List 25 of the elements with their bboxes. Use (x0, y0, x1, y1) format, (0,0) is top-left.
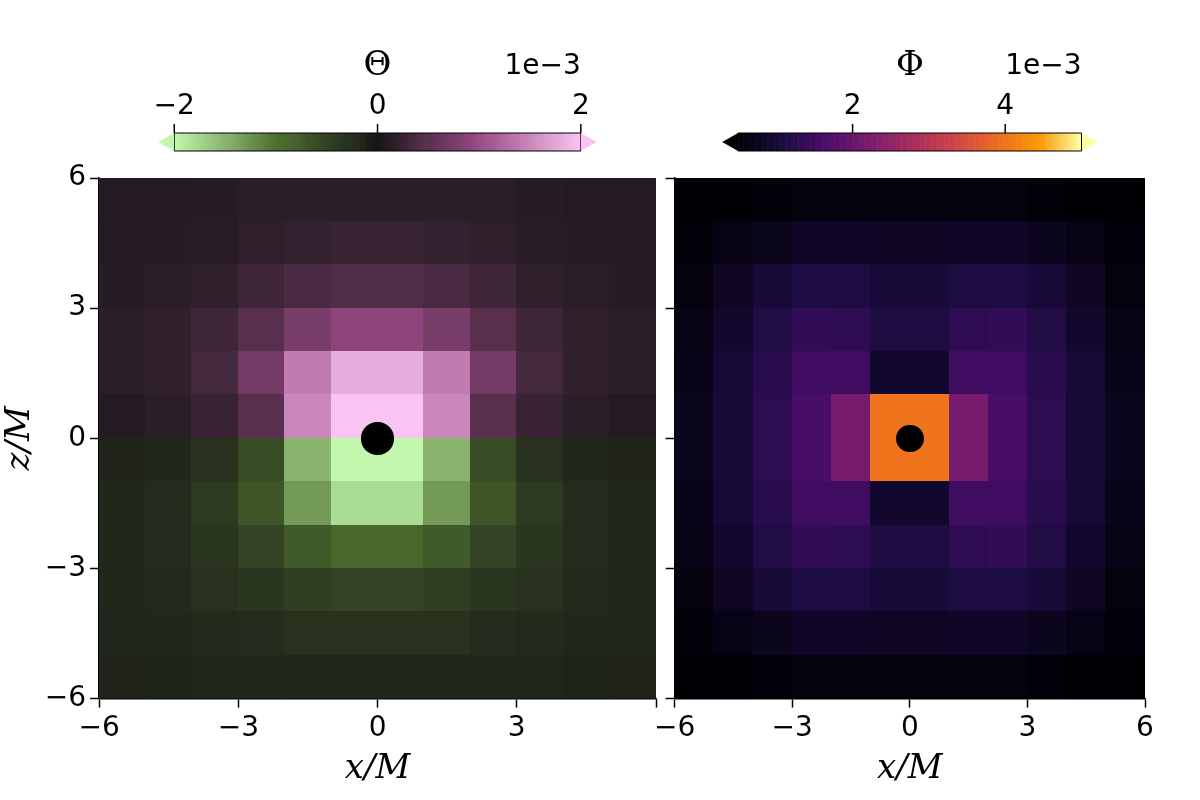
color-bar-label: 2 (571, 88, 590, 122)
y-tick-label: −3 (44, 549, 87, 583)
y-tick-label: 3 (68, 289, 87, 323)
y-axis-title: z/M (0, 405, 38, 472)
color-bar-label: −2 (153, 88, 195, 122)
y-tick-label: −6 (44, 679, 87, 713)
color-bar-label: 4 (996, 88, 1015, 122)
y-tick-label: 0 (68, 419, 87, 453)
x-tick-label: −6 (654, 709, 696, 743)
color-bar-label: 2 (843, 88, 862, 122)
x-tick-label: 3 (1018, 709, 1037, 743)
y-tick-label: 6 (68, 159, 87, 193)
text: 1e−3 (504, 48, 581, 82)
color-bar-title: Φ (895, 42, 924, 83)
x-tick-label: −3 (217, 709, 259, 743)
x-tick-label: 0 (900, 709, 919, 743)
color-bar-title: Θ (363, 42, 392, 83)
x-tick-label: −3 (771, 709, 813, 743)
color-bar-label: 0 (368, 88, 387, 122)
x-tick-label: 3 (507, 709, 526, 743)
x-axis-title: x/M (344, 746, 412, 787)
x-axis-title: x/M (877, 746, 944, 787)
x-tick-label: 0 (368, 709, 387, 743)
x-tick-label: 6 (1136, 709, 1154, 743)
text: 1e−3 (1005, 48, 1082, 82)
